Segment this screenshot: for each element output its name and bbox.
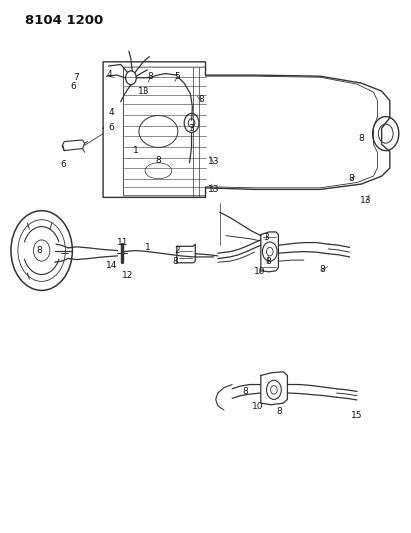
Text: 13: 13 — [360, 196, 372, 205]
Text: 14: 14 — [106, 261, 117, 270]
Text: 13: 13 — [139, 86, 150, 95]
Text: 8: 8 — [358, 134, 364, 143]
Text: 4: 4 — [109, 108, 114, 117]
Text: 10: 10 — [252, 402, 263, 411]
Text: 6: 6 — [109, 123, 114, 132]
Text: 8: 8 — [199, 94, 204, 103]
Text: 6: 6 — [71, 82, 76, 91]
Text: 13: 13 — [208, 157, 219, 166]
Text: 1: 1 — [133, 146, 139, 155]
Text: 2: 2 — [174, 246, 180, 255]
Text: 8104 1200: 8104 1200 — [25, 14, 104, 27]
Text: 8: 8 — [348, 174, 354, 183]
Text: 8: 8 — [172, 257, 178, 265]
Text: 13: 13 — [208, 185, 219, 194]
Text: 15: 15 — [351, 411, 363, 420]
Text: 5: 5 — [174, 71, 180, 80]
Text: 11: 11 — [117, 238, 128, 247]
Text: 6: 6 — [60, 160, 66, 169]
Text: 10: 10 — [254, 268, 266, 276]
Text: 8: 8 — [36, 246, 42, 255]
Text: 8: 8 — [147, 71, 153, 80]
Text: 8: 8 — [265, 257, 270, 265]
Text: 3: 3 — [263, 233, 269, 242]
Text: 8: 8 — [243, 387, 249, 397]
Text: 7: 7 — [74, 73, 79, 82]
Text: 8: 8 — [276, 407, 282, 416]
Text: 12: 12 — [122, 271, 133, 280]
Text: 3: 3 — [188, 124, 194, 133]
Text: 8: 8 — [155, 156, 161, 165]
Text: 4: 4 — [106, 70, 112, 78]
Text: 8: 8 — [319, 265, 325, 274]
Text: 1: 1 — [144, 243, 150, 252]
